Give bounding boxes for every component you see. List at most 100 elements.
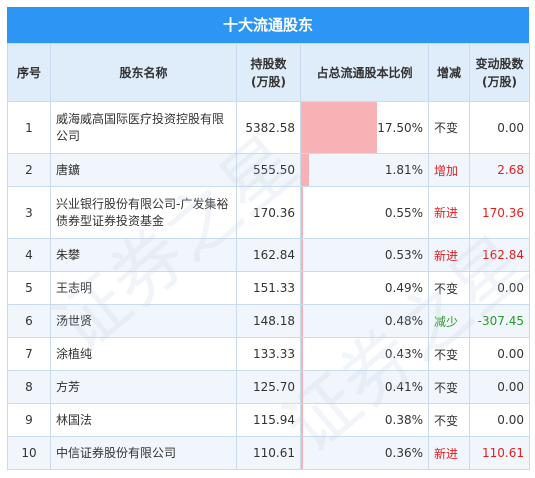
table-row: 2 唐鑛 555.50 1.81% 增加 2.68: [7, 153, 530, 187]
row-index: 6: [7, 304, 51, 338]
shareholder-name: 威海威高国际医疗投资控股有限公司: [50, 101, 237, 154]
shareholder-panel: 十大流通股东 序号 股东名称 持股数 (万股) 占总流通股本比例 增减 变动股数…: [7, 7, 535, 470]
row-index: 5: [7, 271, 51, 305]
ratio-cell: 0.36%: [300, 436, 429, 470]
change-status: 不变: [428, 271, 470, 305]
ratio-text: 0.55%: [384, 205, 423, 220]
shares-held: 151.33: [236, 271, 301, 305]
shares-held: 133.33: [236, 337, 301, 371]
table-row: 7 涂植纯 133.33 0.43% 不变 0.00: [7, 337, 530, 371]
col-header-delta: 变动股数 (万股): [469, 43, 530, 102]
shareholder-table: 序号 股东名称 持股数 (万股) 占总流通股本比例 增减 变动股数 (万股) 1…: [7, 43, 530, 470]
ratio-bar: [301, 272, 304, 304]
shareholder-name: 中信证券股份有限公司: [50, 436, 237, 470]
change-amount: 0.00: [469, 403, 530, 437]
table-row: 1 威海威高国际医疗投资控股有限公司 5382.58 17.50% 不变 0.00: [7, 101, 530, 154]
shares-held: 162.84: [236, 238, 301, 272]
change-amount: 0.00: [469, 370, 530, 404]
ratio-bar: [301, 239, 304, 271]
change-status: 新进: [428, 186, 470, 239]
change-amount: 110.61: [469, 436, 530, 470]
ratio-text: 17.50%: [377, 120, 423, 135]
table-title: 十大流通股东: [7, 7, 529, 43]
change-amount: -307.45: [469, 304, 530, 338]
table-row: 4 朱攀 162.84 0.53% 新进 162.84: [7, 238, 530, 272]
change-status: 不变: [428, 337, 470, 371]
row-index: 4: [7, 238, 51, 272]
ratio-bar: [301, 187, 304, 238]
shareholder-name: 林国法: [50, 403, 237, 437]
shareholder-name: 唐鑛: [50, 153, 237, 187]
shares-held: 148.18: [236, 304, 301, 338]
change-status: 不变: [428, 403, 470, 437]
table-body: 1 威海威高国际医疗投资控股有限公司 5382.58 17.50% 不变 0.00 2 唐鑛 5…: [7, 101, 530, 470]
col-header-shares: 持股数 (万股): [236, 43, 301, 102]
shareholder-name: 朱攀: [50, 238, 237, 272]
table-row: 8 方芳 125.70 0.41% 不变 0.00: [7, 370, 530, 404]
ratio-bar: [301, 305, 304, 337]
change-status: 新进: [428, 238, 470, 272]
shareholder-name: 兴业银行股份有限公司-广发集裕债券型证券投资基金: [50, 186, 237, 239]
shareholder-name: 涂植纯: [50, 337, 237, 371]
table-row: 3 兴业银行股份有限公司-广发集裕债券型证券投资基金 170.36 0.55% 新进 17…: [7, 186, 530, 239]
change-amount: 162.84: [469, 238, 530, 272]
table-row: 9 林国法 115.94 0.38% 不变 0.00: [7, 403, 530, 437]
shareholder-name: 方芳: [50, 370, 237, 404]
ratio-cell: 0.43%: [300, 337, 429, 371]
ratio-text: 1.81%: [384, 163, 423, 177]
change-status: 减少: [428, 304, 470, 338]
ratio-text: 0.43%: [384, 347, 423, 361]
shareholder-name: 王志明: [50, 271, 237, 305]
ratio-cell: 0.55%: [300, 186, 429, 239]
col-header-change: 增减: [428, 43, 470, 102]
shares-held: 110.61: [236, 436, 301, 470]
ratio-text: 0.36%: [384, 446, 423, 460]
shares-held: 115.94: [236, 403, 301, 437]
ratio-cell: 0.41%: [300, 370, 429, 404]
row-index: 7: [7, 337, 51, 371]
ratio-text: 0.48%: [384, 314, 423, 328]
row-index: 10: [7, 436, 51, 470]
table-header-row: 序号 股东名称 持股数 (万股) 占总流通股本比例 增减 变动股数 (万股): [7, 43, 530, 102]
change-status: 增加: [428, 153, 470, 187]
shares-held: 125.70: [236, 370, 301, 404]
row-index: 3: [7, 186, 51, 239]
ratio-cell: 1.81%: [300, 153, 429, 187]
ratio-bar: [301, 338, 303, 370]
ratio-text: 0.41%: [384, 380, 423, 394]
ratio-cell: 0.53%: [300, 238, 429, 272]
change-status: 不变: [428, 370, 470, 404]
ratio-cell: 0.48%: [300, 304, 429, 338]
ratio-text: 0.49%: [384, 281, 423, 295]
ratio-bar: [301, 404, 303, 436]
ratio-text: 0.53%: [384, 248, 423, 262]
ratio-bar: [301, 154, 309, 186]
shareholder-name: 汤世贤: [50, 304, 237, 338]
table-row: 10 中信证券股份有限公司 110.61 0.36% 新进 110.61: [7, 436, 530, 470]
change-amount: 0.00: [469, 271, 530, 305]
table-row: 6 汤世贤 148.18 0.48% 减少 -307.45: [7, 304, 530, 338]
ratio-cell: 0.38%: [300, 403, 429, 437]
row-index: 9: [7, 403, 51, 437]
change-status: 不变: [428, 101, 470, 154]
row-index: 2: [7, 153, 51, 187]
row-index: 1: [7, 101, 51, 154]
shares-held: 555.50: [236, 153, 301, 187]
ratio-text: 0.38%: [384, 413, 423, 427]
shares-held: 5382.58: [236, 101, 301, 154]
change-status: 新进: [428, 436, 470, 470]
change-amount: 2.68: [469, 153, 530, 187]
change-amount: 0.00: [469, 337, 530, 371]
col-header-index: 序号: [7, 43, 51, 102]
ratio-cell: 17.50%: [300, 101, 429, 154]
change-amount: 170.36: [469, 186, 530, 239]
col-header-ratio: 占总流通股本比例: [300, 43, 429, 102]
ratio-bar: [301, 102, 378, 153]
change-amount: 0.00: [469, 101, 530, 154]
ratio-cell: 0.49%: [300, 271, 429, 305]
ratio-bar: [301, 371, 303, 403]
ratio-bar: [301, 437, 303, 469]
shares-held: 170.36: [236, 186, 301, 239]
table-row: 5 王志明 151.33 0.49% 不变 0.00: [7, 271, 530, 305]
row-index: 8: [7, 370, 51, 404]
